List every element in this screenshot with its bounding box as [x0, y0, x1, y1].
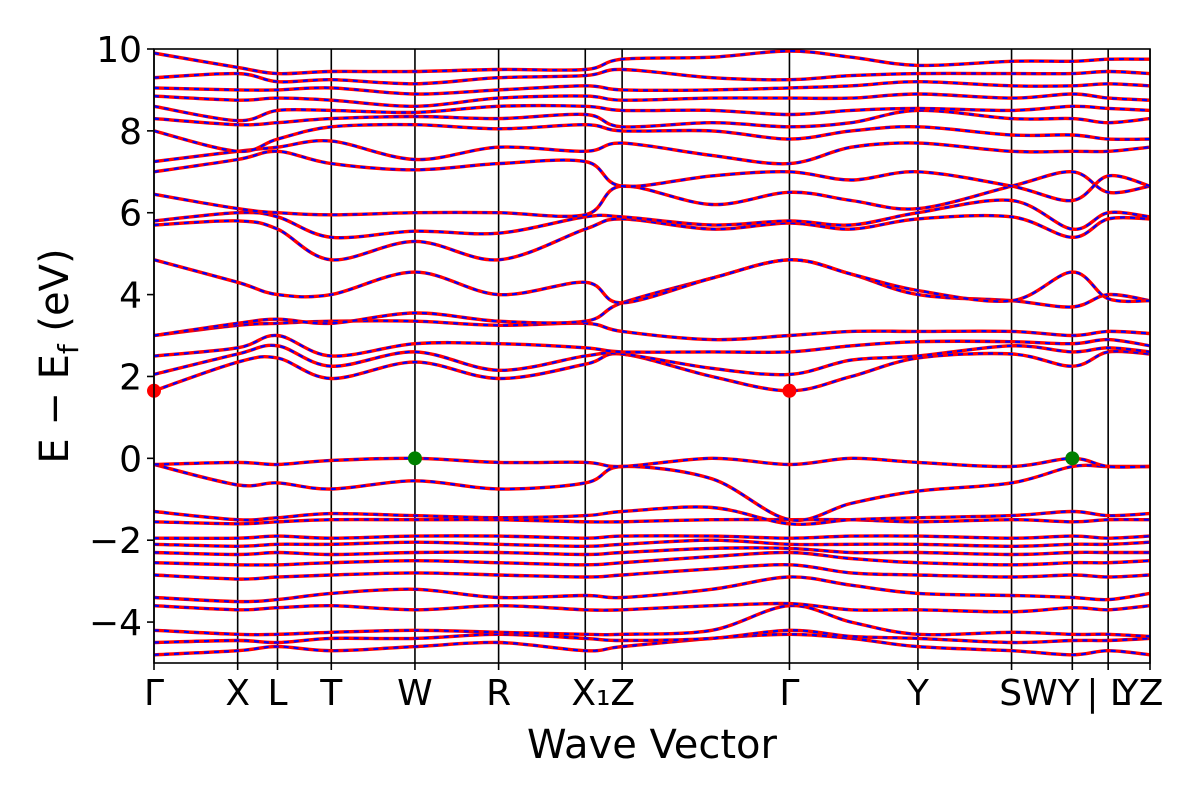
band-lines	[154, 49, 1150, 657]
plot-frame	[153, 48, 1151, 664]
band-25-dashed	[154, 123, 1150, 153]
y-tick-label-3: 2	[119, 357, 142, 398]
x-tick-label-7: Γ	[779, 673, 799, 714]
y-tick-label-5: 6	[119, 194, 142, 235]
y-tick-label-2: 0	[119, 439, 142, 480]
band-5-dashed	[154, 563, 1150, 581]
band-29-dashed	[154, 80, 1150, 96]
band-18-dashed	[154, 258, 1150, 337]
band-23-dashed	[154, 150, 1150, 202]
y-tick-label-0: −4	[89, 603, 142, 644]
band-8-dashed	[154, 539, 1150, 548]
band-28-dashed	[154, 92, 1150, 108]
band-26-dashed	[154, 109, 1150, 129]
y-tick-label-7: 10	[96, 30, 142, 71]
band-24-dashed	[154, 139, 1150, 165]
x-tick-label-9: SWY	[999, 673, 1080, 714]
y-axis-ticks: −4 −2 0 2 4 6 8 10	[89, 30, 154, 644]
band-30-dashed	[154, 68, 1150, 85]
band-7-dashed	[154, 546, 1150, 556]
vbm-marker-2	[407, 451, 422, 466]
y-tick-label-4: 4	[119, 276, 142, 317]
band-0-dashed	[154, 633, 1150, 656]
band-1-dashed	[154, 629, 1150, 644]
band-2-dashed	[154, 604, 1150, 638]
x-tick-label-11: YZ	[1116, 673, 1164, 714]
band-12-dashed	[154, 463, 1150, 522]
x-axis-title: Wave Vector	[527, 722, 778, 768]
x-axis-ticks: Γ X L T W R X₁Z Γ Y SWY | LYZ	[144, 663, 1163, 714]
x-tick-label-8: Y	[906, 673, 930, 714]
y-tick-label-6: 8	[119, 112, 142, 153]
band-3-dashed	[154, 602, 1150, 613]
x-tick-label-1: X	[225, 673, 250, 714]
band-16-dashed	[154, 334, 1150, 358]
cbm-marker-1	[782, 383, 797, 398]
vbm-marker-3	[1065, 451, 1080, 466]
x-tick-label-2: L	[267, 673, 287, 714]
band-9-dashed	[154, 534, 1150, 540]
x-tick-label-6: X₁Z	[571, 673, 635, 714]
band-15-solid	[154, 343, 1150, 377]
band-20-dashed	[154, 214, 1150, 261]
band-4-dashed	[154, 575, 1150, 603]
band-31-dashed	[154, 49, 1150, 75]
x-tick-label-0: Γ	[144, 673, 164, 714]
x-tick-label-10: | L	[1086, 673, 1130, 714]
band-22-dashed	[154, 170, 1150, 218]
band-6-dashed	[154, 551, 1150, 567]
band-10-dashed	[154, 518, 1150, 525]
x-tick-label-3: T	[319, 673, 343, 714]
x-tick-label-4: W	[397, 673, 433, 714]
x-tick-label-5: R	[486, 673, 511, 714]
band-11-dashed	[154, 505, 1150, 526]
y-tick-label-1: −2	[89, 521, 142, 562]
band-19-dashed	[154, 258, 1150, 304]
band-13-dashed	[154, 457, 1150, 469]
band-27-dashed	[154, 104, 1150, 122]
y-axis-title: E − Ef (eV)	[32, 248, 85, 463]
band-21-dashed	[154, 198, 1150, 239]
